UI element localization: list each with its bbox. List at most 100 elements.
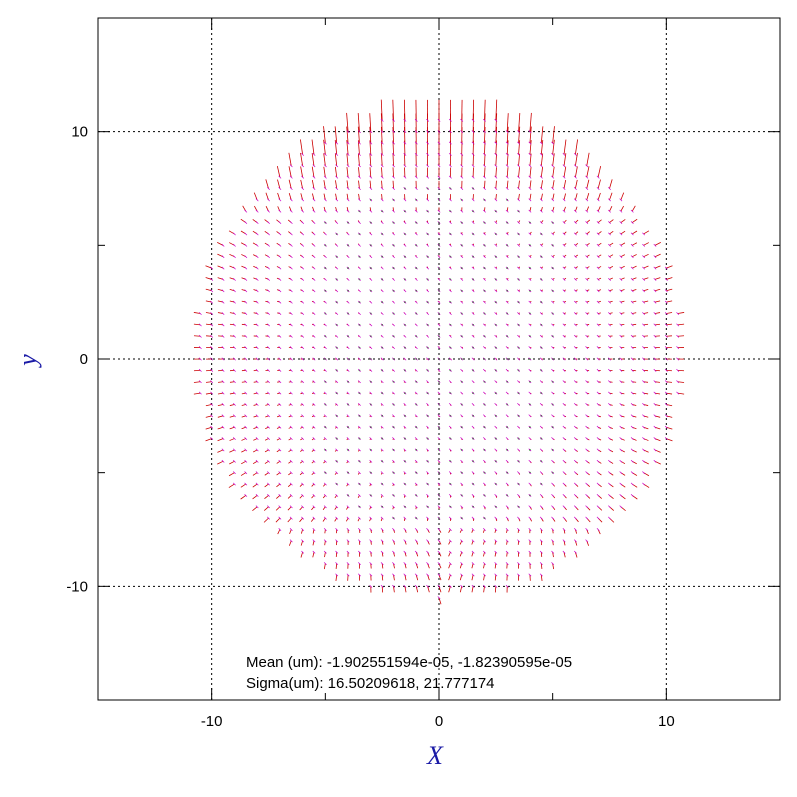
field-vector (563, 180, 567, 189)
field-marker (414, 380, 418, 384)
field-marker (392, 471, 395, 475)
field-vector (677, 323, 685, 326)
field-marker (494, 471, 498, 475)
field-vector (193, 392, 201, 395)
field-marker (301, 277, 305, 281)
field-marker (505, 550, 509, 554)
field-vector (529, 180, 532, 189)
field-marker (437, 187, 441, 190)
field-marker (573, 539, 577, 543)
field-marker (301, 289, 305, 293)
field-vector (404, 586, 407, 593)
field-marker (369, 221, 373, 225)
field-marker (346, 448, 350, 452)
field-marker (630, 414, 634, 418)
field-marker (471, 573, 475, 577)
field-vector (529, 140, 532, 155)
field-marker (585, 380, 589, 384)
field-marker (437, 391, 441, 395)
field-vector (323, 563, 326, 570)
field-marker (312, 357, 316, 361)
field-marker (289, 255, 293, 259)
field-marker (505, 164, 509, 168)
field-marker (494, 448, 498, 452)
field-marker (346, 357, 350, 361)
field-marker (437, 448, 441, 452)
field-marker (392, 346, 395, 350)
field-marker (312, 289, 316, 293)
field-vector (253, 404, 258, 406)
field-vector (654, 381, 661, 383)
field-vector (427, 574, 430, 581)
field-marker (232, 403, 236, 406)
field-marker (312, 471, 316, 475)
field-marker (323, 266, 327, 270)
field-vector (392, 99, 394, 121)
field-marker (619, 334, 623, 338)
field-vector (575, 552, 578, 558)
field-marker (392, 403, 395, 406)
field-vector (241, 312, 246, 314)
field-marker (551, 368, 555, 372)
field-marker (642, 471, 646, 475)
field-marker (585, 323, 589, 327)
field-marker (471, 323, 475, 327)
field-vector (654, 404, 661, 407)
field-marker (448, 403, 452, 406)
field-marker (392, 289, 395, 293)
field-vector (506, 552, 508, 557)
field-marker (414, 391, 418, 395)
field-marker (517, 573, 521, 577)
field-marker (278, 300, 282, 304)
field-marker (380, 346, 384, 350)
field-marker (414, 141, 418, 145)
field-vector (392, 167, 394, 178)
field-marker (573, 334, 577, 338)
field-vector (277, 529, 281, 535)
field-marker (278, 357, 282, 361)
field-marker (483, 414, 486, 418)
field-marker (323, 300, 327, 304)
field-marker (323, 255, 327, 259)
field-vector (563, 540, 566, 546)
field-vector (540, 193, 543, 200)
field-vector (276, 449, 281, 453)
field-marker (619, 471, 623, 475)
field-vector (472, 99, 475, 121)
field-marker (494, 323, 498, 327)
field-marker (585, 198, 589, 202)
field-marker (437, 380, 441, 384)
field-marker (585, 528, 589, 531)
field-marker (301, 221, 305, 225)
field-marker (357, 482, 361, 486)
field-vector (484, 99, 486, 121)
field-marker (494, 232, 498, 236)
field-vector (205, 392, 212, 395)
field-marker (494, 482, 498, 486)
field-marker (414, 118, 418, 122)
field-vector (575, 231, 579, 235)
field-marker (630, 391, 634, 395)
field-vector (287, 506, 292, 511)
field-marker (210, 425, 214, 429)
field-marker (551, 505, 555, 509)
field-marker (267, 209, 270, 213)
field-marker (630, 312, 634, 315)
field-marker (517, 357, 521, 361)
field-vector (300, 426, 303, 429)
field-vector (311, 153, 315, 166)
field-marker (403, 187, 407, 190)
field-marker (630, 403, 634, 406)
field-marker (426, 289, 430, 293)
field-vector (609, 242, 614, 246)
field-marker (471, 584, 475, 588)
field-marker (289, 164, 293, 168)
field-marker (630, 380, 634, 384)
field-marker (255, 232, 259, 236)
field-vector (253, 392, 258, 395)
field-marker (471, 141, 475, 145)
field-marker (426, 493, 430, 497)
field-marker (312, 209, 316, 213)
field-vector (540, 206, 543, 212)
field-vector (586, 179, 590, 189)
